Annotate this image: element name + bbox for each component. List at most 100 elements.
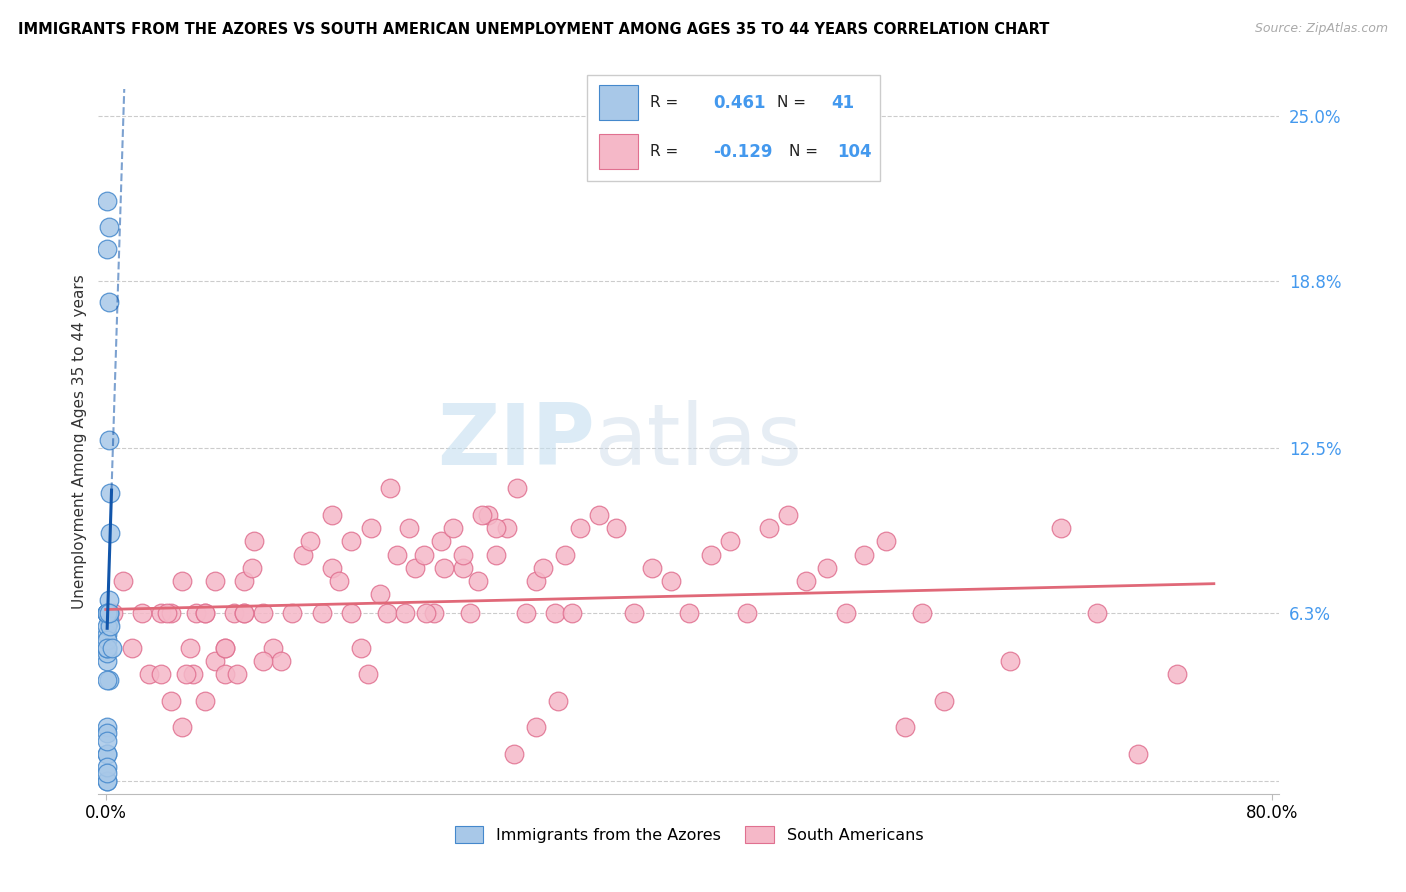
Point	[97, 434, 120, 448]
Point	[96, 242, 118, 256]
Point	[623, 606, 645, 620]
Point	[270, 654, 292, 668]
Point	[96, 606, 118, 620]
Point	[758, 521, 780, 535]
Point	[181, 667, 204, 681]
Point	[544, 606, 567, 620]
Point	[998, 654, 1021, 668]
Point	[404, 561, 426, 575]
Point	[204, 574, 226, 589]
Text: ZIP: ZIP	[437, 400, 595, 483]
Point	[194, 606, 217, 620]
Point	[321, 508, 343, 522]
Point	[131, 606, 153, 620]
Point	[378, 481, 401, 495]
Point	[98, 619, 121, 633]
Point	[194, 606, 217, 620]
Point	[678, 606, 700, 620]
Point	[96, 606, 118, 620]
Point	[96, 747, 118, 761]
Point	[321, 561, 343, 575]
Point	[170, 720, 193, 734]
Text: N =: N =	[778, 95, 811, 110]
Point	[875, 534, 897, 549]
Point	[350, 640, 373, 655]
Text: N =: N =	[789, 145, 823, 159]
Point	[96, 733, 118, 747]
Point	[150, 667, 173, 681]
Point	[554, 548, 576, 562]
Point	[852, 548, 875, 562]
FancyBboxPatch shape	[586, 75, 880, 180]
Point	[718, 534, 741, 549]
Point	[97, 673, 120, 687]
Point	[214, 667, 236, 681]
Point	[485, 521, 508, 535]
Point	[893, 720, 915, 734]
Point	[357, 667, 380, 681]
Point	[184, 606, 207, 620]
Point	[96, 773, 118, 788]
Text: 0.461: 0.461	[713, 94, 766, 112]
Point	[458, 606, 481, 620]
Point	[531, 561, 554, 575]
Point	[96, 673, 118, 687]
Point	[506, 481, 529, 495]
Point	[375, 606, 398, 620]
Point	[233, 606, 256, 620]
Point	[96, 646, 118, 660]
Point	[515, 606, 537, 620]
Point	[100, 640, 122, 655]
Point	[96, 606, 118, 620]
Point	[817, 561, 839, 575]
Point	[451, 561, 474, 575]
Point	[97, 592, 120, 607]
Point	[96, 606, 118, 620]
Point	[204, 654, 226, 668]
Point	[398, 521, 420, 535]
Point	[174, 667, 197, 681]
Point	[368, 587, 391, 601]
Point	[1049, 521, 1071, 535]
Point	[252, 606, 274, 620]
Point	[160, 606, 183, 620]
Point	[835, 606, 858, 620]
Point	[150, 606, 173, 620]
Point	[112, 574, 135, 589]
Point	[387, 548, 409, 562]
Bar	[599, 134, 638, 169]
Point	[96, 640, 118, 655]
Point	[932, 694, 955, 708]
Point	[778, 508, 800, 522]
Point	[233, 606, 256, 620]
Point	[240, 561, 263, 575]
Bar	[599, 85, 638, 120]
Point	[339, 534, 361, 549]
Point	[214, 640, 236, 655]
Point	[96, 194, 118, 208]
Point	[97, 606, 120, 620]
Point	[97, 294, 120, 309]
Text: -0.129: -0.129	[713, 143, 773, 161]
Point	[96, 654, 118, 668]
Point	[96, 725, 118, 739]
Point	[96, 632, 118, 647]
Point	[291, 548, 314, 562]
Point	[430, 534, 453, 549]
Point	[243, 534, 266, 549]
Point	[138, 667, 160, 681]
Text: R =: R =	[650, 95, 683, 110]
Point	[96, 619, 118, 633]
Point	[547, 694, 569, 708]
Point	[96, 747, 118, 761]
Point	[101, 606, 124, 620]
Point	[433, 561, 456, 575]
Point	[495, 521, 517, 535]
Text: atlas: atlas	[595, 400, 803, 483]
Point	[96, 606, 118, 620]
Point	[1085, 606, 1108, 620]
Point	[700, 548, 723, 562]
Point	[222, 606, 245, 620]
Point	[96, 606, 118, 620]
Point	[451, 548, 474, 562]
